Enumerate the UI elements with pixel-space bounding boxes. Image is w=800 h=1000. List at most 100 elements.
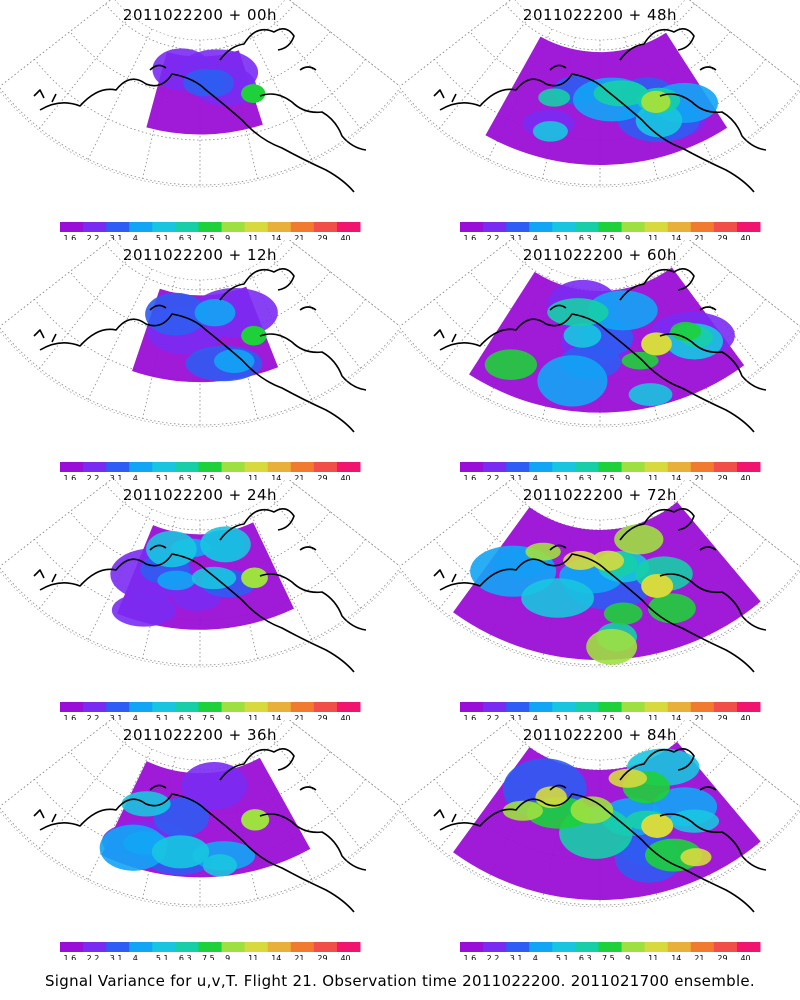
meridian-line [668, 255, 763, 370]
colorbar-swatch [483, 222, 507, 232]
meridian-line [0, 0, 112, 87]
map-boundary [400, 0, 800, 188]
colorbar-swatch [152, 222, 176, 232]
figure-caption: Signal Variance for u,v,T. Flight 21. Ob… [44, 972, 756, 990]
colorbar-swatch [244, 942, 269, 952]
colorbar-tick-label: 1.6 [464, 714, 477, 720]
colorbar-tick-label: 14 [671, 234, 681, 240]
variance-contour [614, 524, 664, 555]
colorbar-tick-label: 7.5 [202, 234, 215, 240]
variance-peak [641, 813, 674, 838]
colorbar-tick-label: 2.2 [87, 714, 100, 720]
colorbar-swatch [267, 222, 292, 232]
colorbar-tick-label: 2.2 [87, 234, 100, 240]
variance-contour [547, 298, 609, 327]
colorbar-tick-label: 9 [225, 954, 230, 960]
colorbar-swatch [175, 942, 199, 952]
panel-title: 2011022200 + 12h [122, 246, 278, 264]
colorbar-tick-label: 7.5 [602, 474, 615, 480]
meridian-line [400, 0, 512, 87]
colorbar-swatch [460, 942, 484, 952]
colorbar-tick-label: 40 [340, 954, 350, 960]
colorbar-tick-label: 3.1 [110, 474, 123, 480]
colorbar-swatch [129, 462, 153, 472]
colorbar-tick-label: 5.1 [556, 714, 569, 720]
colorbar-tick-label: 5.1 [556, 234, 569, 240]
variance-contour [200, 526, 251, 563]
variance-contour [538, 88, 571, 107]
colorbar-swatch [667, 462, 692, 472]
latitude-line [34, 299, 366, 381]
colorbar-tick-label: 40 [340, 714, 350, 720]
colorbar-tick-label: 1.6 [64, 954, 77, 960]
meridian-line [268, 735, 363, 850]
latitude-line [469, 751, 731, 816]
meridian-line [0, 720, 112, 807]
colorbar-swatch [175, 222, 199, 232]
meridian-line [37, 495, 132, 610]
map-panel: 2011022200 + 00h 1.6 2.2 3.1 4 5.1 6.3 7.5 9 11 14… [0, 0, 400, 240]
colorbar-swatch [621, 702, 646, 712]
colorbar-swatch [83, 702, 107, 712]
map-layer [0, 240, 400, 433]
latitude-line [105, 3, 295, 51]
map-plot: 1.6 2.2 3.1 4 5.1 6.3 7.5 9 11 14 21 29 40 [400, 0, 800, 240]
colorbar-swatch [106, 702, 130, 712]
colorbar-swatch [552, 942, 576, 952]
colorbar-swatch [244, 222, 269, 232]
variance-contour [146, 530, 197, 568]
colorbar-tick-label: 3.1 [510, 954, 523, 960]
colorbar-swatch [529, 942, 553, 952]
colorbar-tick-label: 6.3 [579, 234, 592, 240]
colorbar-swatch [290, 462, 315, 472]
colorbar-tick-label: 5.1 [156, 714, 169, 720]
colorbar-swatch [575, 702, 599, 712]
colorbar-tick-label: 9 [225, 474, 230, 480]
colorbar-tick-label: 3.1 [510, 474, 523, 480]
colorbar-tick-label: 21 [294, 234, 304, 240]
variance-peak [641, 573, 674, 598]
coastline [433, 268, 767, 433]
colorbar-swatch [621, 942, 646, 952]
colorbar-swatch [60, 222, 84, 232]
panel-title: 2011022200 + 00h [122, 6, 278, 24]
variance-contour [628, 383, 673, 407]
meridian-line [688, 0, 800, 87]
map-boundary [0, 480, 400, 668]
colorbar-tick-label: 6.3 [579, 474, 592, 480]
meridian-line [86, 28, 153, 162]
colorbar-tick-label: 4 [533, 954, 538, 960]
colorbar-tick-label: 2.2 [87, 474, 100, 480]
panel-title: 2011022200 + 60h [522, 246, 678, 264]
variance-contour [521, 578, 594, 618]
colorbar-tick-label: 9 [225, 234, 230, 240]
colorbar-tick-label: 29 [717, 474, 727, 480]
colorbar-swatch [598, 702, 623, 712]
colorbar-swatch [336, 462, 361, 472]
colorbar-tick-label: 4 [133, 234, 138, 240]
variance-contour [99, 824, 167, 871]
colorbar-swatch [667, 942, 692, 952]
meridian-line [288, 240, 400, 327]
latitude-line [505, 483, 695, 531]
colorbar-tick-label: 9 [625, 234, 630, 240]
colorbar-tick-label: 6.3 [179, 954, 192, 960]
map-boundary [0, 720, 400, 908]
colorbar-tick-label: 6.3 [179, 474, 192, 480]
map-layer [400, 720, 800, 913]
colorbar-tick-label: 6.3 [579, 714, 592, 720]
colorbar-swatch [129, 702, 153, 712]
colorbar-swatch [598, 222, 623, 232]
variance-contour [608, 768, 648, 788]
colorbar-tick-label: 14 [671, 954, 681, 960]
variance-peak [241, 84, 266, 103]
colorbar-tick-label: 4 [133, 954, 138, 960]
coastline [33, 508, 367, 673]
colorbar-tick-label: 4 [133, 474, 138, 480]
colorbar-swatch [313, 942, 338, 952]
colorbar-tick-label: 40 [340, 234, 350, 240]
colorbar-swatch [575, 462, 599, 472]
latitude-line [34, 539, 366, 621]
colorbar-swatch [460, 222, 484, 232]
colorbar-tick-label: 3.1 [110, 234, 123, 240]
